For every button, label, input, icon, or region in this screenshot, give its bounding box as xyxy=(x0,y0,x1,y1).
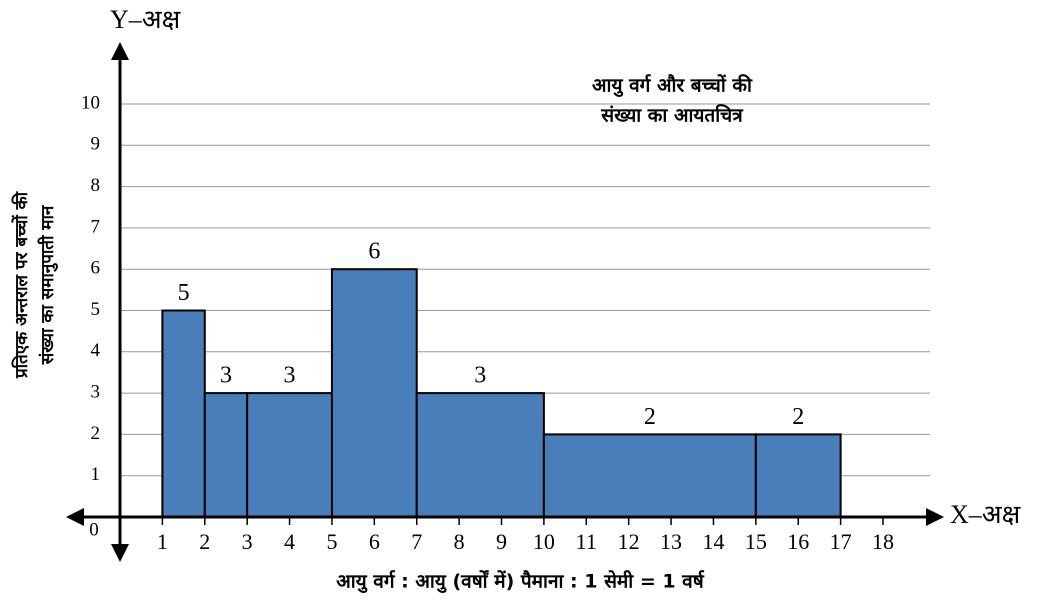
x-tick-label: 18 xyxy=(872,529,894,554)
y-tick-label: 5 xyxy=(91,299,101,320)
data-label: 5 xyxy=(178,280,190,306)
bar xyxy=(754,433,842,518)
y-tick-label: 10 xyxy=(81,92,100,113)
x-tick-label: 15 xyxy=(745,529,767,554)
data-label: 6 xyxy=(368,239,380,265)
y-tick-label: 9 xyxy=(91,134,101,155)
y-tick-label: 2 xyxy=(91,423,101,444)
y-tick-label: 3 xyxy=(91,381,101,402)
y-axis-label: संख्या का समानुपाती मान xyxy=(37,205,58,365)
bar xyxy=(246,392,333,519)
x-tick-label: 4 xyxy=(284,529,295,554)
x-tick-label: 12 xyxy=(618,529,640,554)
y-tick-label: 8 xyxy=(91,175,101,196)
x-tick-label: 10 xyxy=(533,529,555,554)
x-tick-label: 9 xyxy=(496,529,507,554)
x-tick-label: 14 xyxy=(702,529,724,554)
y-tick-label: 1 xyxy=(91,464,101,485)
y-axis-name: Y–अक्ष xyxy=(110,5,181,34)
x-tick-label: 13 xyxy=(660,529,682,554)
y-axis-arrow xyxy=(111,544,129,562)
x-tick-label: 8 xyxy=(454,529,465,554)
x-axis-arrow xyxy=(66,508,84,526)
chart-title: संख्या का आयतचित्र xyxy=(600,104,744,127)
x-tick-label: 5 xyxy=(326,529,337,554)
y-axis-label-group: प्रतिएक अन्तराल पर बच्चों की संख्या का स… xyxy=(11,191,58,379)
bar xyxy=(542,433,757,518)
data-label: 2 xyxy=(792,404,804,430)
x-axis-name: X–अक्ष xyxy=(950,500,1021,529)
data-label: 3 xyxy=(220,363,232,389)
bar xyxy=(330,268,418,519)
x-tick-label: 6 xyxy=(369,529,380,554)
y-tick-label: 6 xyxy=(91,258,101,279)
x-axis-label: आयु वर्ग : आयु (वर्षों में) पैमाना : 1 स… xyxy=(336,570,704,594)
x-tick-label: 2 xyxy=(199,529,210,554)
bar xyxy=(415,392,545,519)
data-label: 3 xyxy=(284,363,296,389)
x-tick-label: 16 xyxy=(787,529,809,554)
y-tick-label: 4 xyxy=(91,340,101,361)
data-label: 2 xyxy=(644,404,656,430)
data-label: 3 xyxy=(474,363,486,389)
x-tick-label: 0 xyxy=(89,519,99,540)
y-axis-arrow xyxy=(111,42,129,60)
y-tick-label: 7 xyxy=(91,216,101,237)
x-axis-arrow xyxy=(926,508,944,526)
x-tick-label: 7 xyxy=(411,529,422,554)
y-axis-label: प्रतिएक अन्तराल पर बच्चों की xyxy=(11,191,32,379)
x-tick-label: 17 xyxy=(830,529,852,554)
x-tick-label: 11 xyxy=(576,529,597,554)
chart-title: आयु वर्ग और बच्चों की xyxy=(592,74,753,98)
x-tick-label: 3 xyxy=(242,529,253,554)
bar xyxy=(203,392,249,519)
x-tick-label: 1 xyxy=(157,529,168,554)
bar xyxy=(161,309,206,518)
